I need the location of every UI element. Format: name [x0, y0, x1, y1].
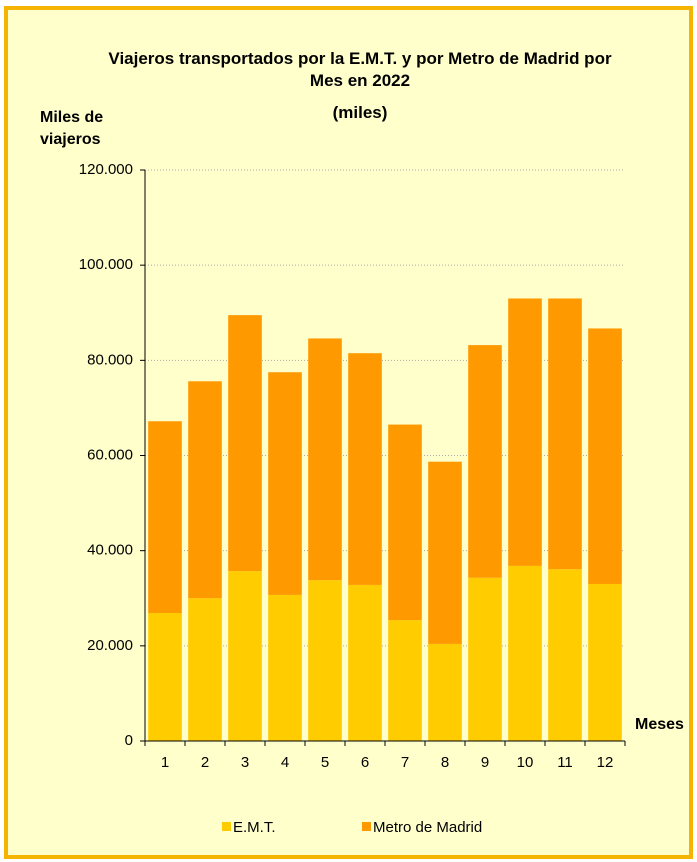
bar-segment	[188, 598, 222, 741]
bar-segment	[468, 577, 502, 741]
bar-segment	[188, 381, 222, 599]
x-tick-label: 1	[161, 754, 169, 771]
bar-segment	[228, 315, 262, 572]
bar-segment	[508, 298, 542, 566]
bar-segment	[268, 372, 302, 595]
bar-segment	[588, 328, 622, 584]
legend-swatch	[362, 822, 371, 831]
legend-label: E.M.T.	[233, 819, 276, 836]
y-axis-label: Miles de viajeros	[40, 109, 104, 148]
bar-segment	[428, 461, 462, 644]
bar-segment	[228, 571, 262, 741]
y-tick-label: 100.000	[79, 256, 133, 273]
bar-segment	[468, 345, 502, 578]
y-tick-label: 80.000	[87, 351, 133, 368]
x-tick-label: 8	[441, 754, 449, 771]
y-tick-label: 120.000	[79, 161, 133, 178]
x-tick-label: 11	[557, 754, 573, 771]
x-tick-label: 3	[241, 754, 249, 771]
bar-segment	[148, 613, 182, 741]
bar-segment	[348, 584, 382, 741]
x-tick-label: 12	[597, 754, 614, 771]
bar-segment	[388, 424, 422, 621]
legend-label: Metro de Madrid	[373, 819, 482, 836]
bar-segment	[508, 565, 542, 741]
chart-subtitle: (miles)	[332, 103, 388, 122]
x-axis-label: Meses	[635, 716, 684, 733]
bar-segment	[148, 421, 182, 614]
x-tick-label: 5	[321, 754, 329, 771]
x-tick-label: 2	[201, 754, 209, 771]
bar-segment	[308, 580, 342, 741]
bar-segment	[428, 643, 462, 741]
y-tick-label: 0	[125, 732, 133, 749]
x-tick-label: 10	[517, 754, 534, 771]
y-tick-label: 40.000	[87, 542, 133, 559]
bar-segment	[268, 594, 302, 741]
x-tick-label: 7	[401, 754, 409, 771]
bar-segment	[548, 569, 582, 741]
x-tick-label: 6	[361, 754, 369, 771]
y-tick-label: 20.000	[87, 637, 133, 654]
y-tick-label: 60.000	[87, 446, 133, 463]
legend-swatch	[222, 822, 231, 831]
bar-segment	[348, 353, 382, 585]
bar-segment	[308, 338, 342, 581]
x-tick-label: 4	[281, 754, 289, 771]
chart-title: Viajeros transportados por la E.M.T. y p…	[108, 49, 612, 90]
bar-segment	[548, 298, 582, 570]
bar-segment	[388, 620, 422, 741]
x-tick-label: 9	[481, 754, 489, 771]
bar-segment	[588, 583, 622, 741]
